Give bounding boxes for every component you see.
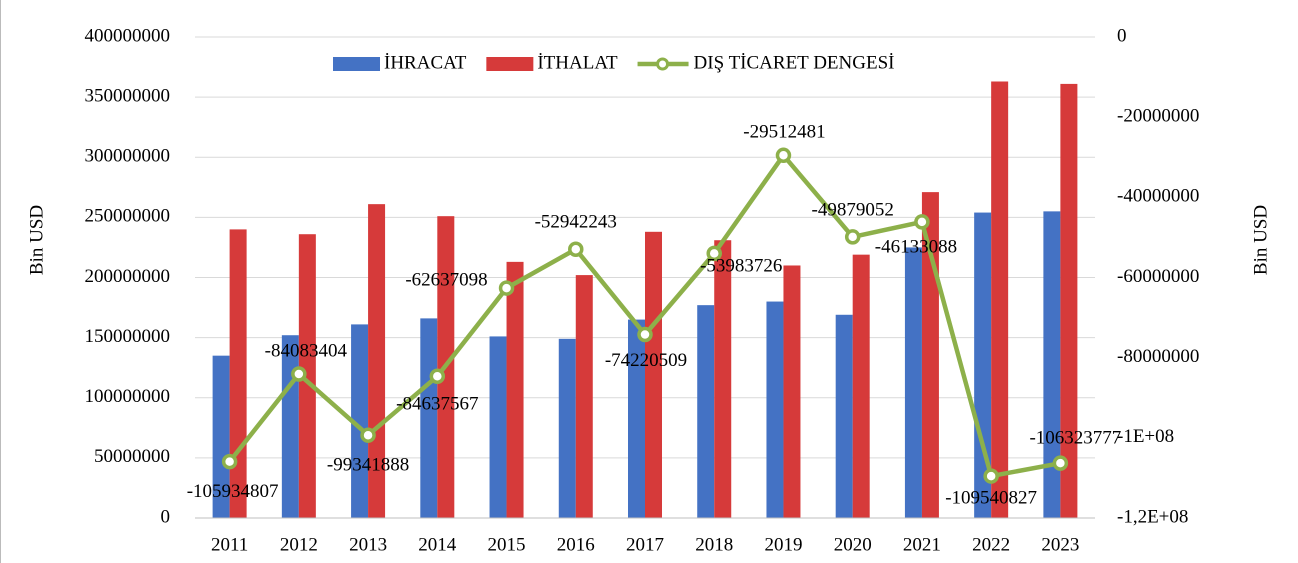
data-label: -109540827 (945, 487, 1037, 508)
bar (351, 324, 369, 518)
point (983, 468, 999, 484)
legend-swatch (486, 57, 534, 71)
y-axis-label: Bin USD (26, 205, 47, 275)
bar (489, 336, 507, 518)
point (291, 366, 307, 382)
point (775, 147, 792, 164)
x-tick-label: 2012 (280, 534, 318, 555)
legend-swatch (656, 57, 670, 71)
y-tick-label: 250000000 (85, 206, 171, 227)
y2-tick-label: -80000000 (1117, 346, 1199, 367)
x-tick-label: 2013 (349, 534, 387, 555)
bar (628, 319, 645, 518)
y2-tick-label: -20000000 (1117, 106, 1199, 127)
point (360, 427, 376, 443)
y2-tick-label: -1,2E+08 (1117, 506, 1188, 527)
point (221, 453, 238, 470)
point (429, 368, 446, 385)
point (498, 280, 515, 296)
bar (575, 275, 593, 518)
y2-tick-label: -1E+08 (1117, 426, 1174, 447)
bar (697, 305, 715, 518)
y2-tick-label: -60000000 (1117, 266, 1199, 287)
bar (991, 81, 1009, 519)
point (844, 229, 861, 245)
y-tick-label: 100000000 (85, 386, 171, 407)
x-tick-label: 2017 (626, 534, 664, 555)
bar (558, 338, 576, 518)
bar (835, 314, 853, 518)
bar (281, 335, 299, 518)
data-label: -49879052 (812, 199, 894, 220)
point (568, 241, 584, 257)
y2-tick-label: 0 (1117, 25, 1127, 46)
data-label: -84637567 (396, 394, 478, 415)
point (706, 245, 722, 262)
y-tick-label: 400000000 (85, 25, 171, 46)
bar (904, 247, 922, 518)
data-label: -53983726 (700, 256, 782, 277)
y-tick-label: 150000000 (85, 326, 171, 347)
y-tick-label: 200000000 (85, 266, 171, 287)
x-tick-label: 2022 (972, 534, 1010, 555)
data-label: -62637098 (405, 269, 487, 290)
bar (852, 254, 870, 518)
data-label: -84083404 (265, 340, 348, 361)
x-tick-label: 2016 (557, 534, 595, 555)
data-label: -105934807 (187, 481, 279, 502)
legend-label: DIŞ TİCARET DENGESİ (694, 52, 895, 73)
point (637, 326, 653, 343)
data-label: -46133088 (875, 236, 957, 257)
bar (645, 231, 662, 518)
point (914, 214, 930, 230)
bar (298, 234, 316, 518)
x-tick-label: 2020 (834, 534, 872, 555)
bar (974, 212, 992, 518)
y-tick-label: 300000000 (85, 146, 171, 167)
bar (714, 240, 732, 518)
y-tick-label: 350000000 (85, 85, 171, 106)
bar (229, 229, 247, 518)
y2-tick-label: -40000000 (1117, 186, 1199, 207)
data-label: -74220509 (605, 350, 687, 371)
point (1052, 455, 1069, 471)
data-label: -99341888 (327, 455, 409, 476)
x-tick-label: 2021 (903, 534, 941, 555)
x-tick-label: 2023 (1041, 534, 1079, 555)
x-tick-label: 2014 (418, 534, 457, 555)
bar (506, 261, 524, 518)
data-label: -106323777 (1029, 428, 1121, 449)
x-tick-label: 2018 (695, 534, 733, 555)
data-label: -52942243 (535, 212, 617, 233)
x-tick-label: 2011 (211, 534, 248, 555)
bar (420, 318, 438, 518)
bar (783, 265, 801, 518)
data-label: -29512481 (743, 122, 825, 143)
y2-axis-label: Bin USD (1250, 205, 1271, 275)
legend-swatch (333, 57, 380, 71)
x-tick-label: 2015 (488, 534, 526, 555)
x-tick-label: 2019 (764, 534, 802, 555)
bar (1060, 83, 1078, 519)
bar (212, 355, 230, 518)
y-tick-label: 50000000 (94, 446, 170, 467)
legend-label: İHRACAT (384, 52, 467, 73)
legend-label: İTHALAT (537, 52, 618, 73)
y-tick-label: 0 (161, 506, 171, 527)
bar (766, 301, 784, 518)
bar (1043, 211, 1061, 519)
